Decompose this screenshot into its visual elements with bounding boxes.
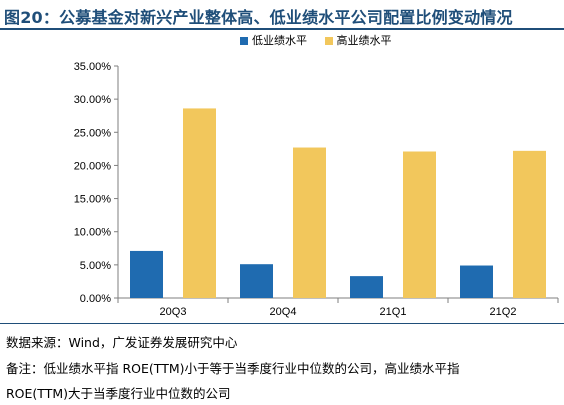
y-tick-label: 35.00%	[74, 61, 112, 73]
remark-line-2: ROE(TTM)大于当季度行业中位数的公司	[6, 386, 231, 401]
legend-label-low: 低业绩水平	[252, 34, 307, 47]
chart-bars	[130, 108, 546, 299]
bar-high-performance	[403, 151, 436, 298]
y-tick-label: 0.00%	[80, 293, 111, 305]
bar-high-performance	[513, 150, 546, 298]
y-tick-label: 20.00%	[74, 160, 112, 172]
legend-item-high: 高业绩水平	[324, 32, 392, 48]
bar-low-performance	[350, 276, 383, 298]
bar-low-performance	[240, 264, 273, 298]
y-tick-label: 30.00%	[74, 94, 112, 106]
bar-chart: 0.00% 5.00% 10.00% 15.00% 20.00% 25.00% 30.00%…	[74, 61, 559, 318]
y-tick-label: 25.00%	[74, 127, 112, 139]
y-tick-label: 15.00%	[74, 194, 112, 206]
y-tick-label: 5.00%	[80, 260, 111, 272]
bar-low-performance	[460, 265, 493, 298]
y-tick-label: 10.00%	[74, 227, 112, 239]
x-tick-label: 20Q3	[160, 306, 187, 318]
x-tick-label: 21Q1	[380, 306, 407, 318]
legend-label-high: 高业绩水平	[336, 34, 392, 47]
bar-high-performance	[183, 108, 216, 299]
legend-item-low: 低业绩水平	[240, 32, 307, 48]
source-note: 数据来源：Wind，广发证券发展研究中心	[6, 335, 238, 350]
footer-divider	[0, 323, 564, 324]
x-tick-label: 21Q2	[490, 306, 517, 318]
title-bar: 图20：公募基金对新兴产业整体高、低业绩水平公司配置比例变动情况	[0, 0, 564, 30]
x-tick-label: 20Q4	[270, 306, 297, 318]
bar-low-performance	[130, 250, 163, 298]
legend: 低业绩水平 高业绩水平	[240, 32, 406, 48]
legend-swatch-high	[324, 37, 333, 45]
page-title: 图20：公募基金对新兴产业整体高、低业绩水平公司配置比例变动情况	[4, 8, 513, 27]
remark-line-1: 备注：低业绩水平指 ROE(TTM)小于等于当季度行业中位数的公司，高业绩水平指	[6, 361, 460, 376]
legend-swatch-low	[240, 37, 248, 45]
bar-high-performance	[293, 147, 326, 298]
